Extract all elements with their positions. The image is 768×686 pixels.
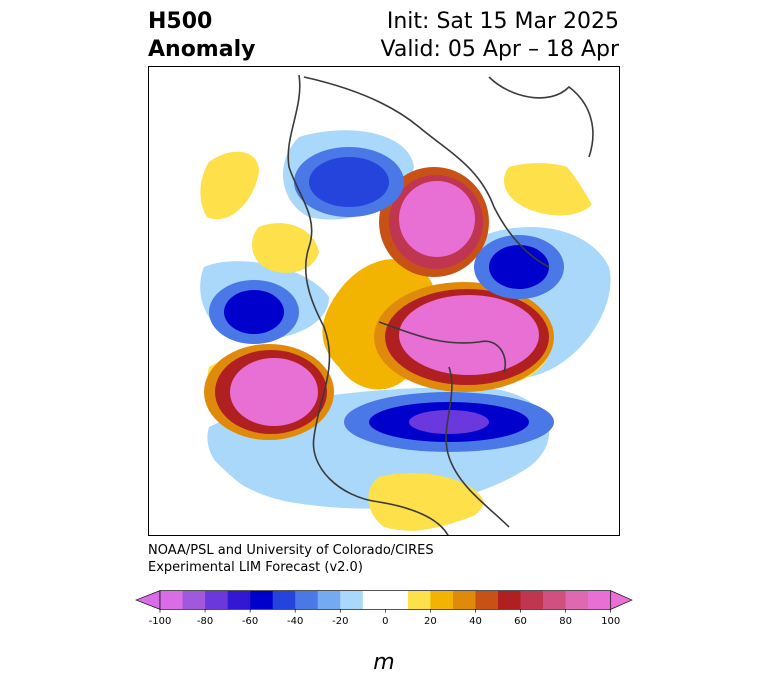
credit-text: NOAA/PSL and University of Colorado/CIRE… (148, 542, 434, 576)
colorbar-tick-label: 100 (601, 616, 620, 627)
positive-field-yellow-nw (200, 151, 259, 220)
colorbar-bin (272, 590, 296, 610)
colorbar-bin (452, 590, 476, 610)
colorbar-extend-high (610, 590, 633, 610)
colorbar-bin (543, 590, 566, 610)
colorbar-bin (317, 590, 341, 610)
trough-west-core (224, 290, 284, 334)
colorbar-border (159, 590, 611, 610)
colorbar-bin (588, 590, 611, 610)
colorbar-tick-label: -20 (332, 616, 348, 627)
trough-top-core (309, 157, 389, 207)
colorbar-extend-low (135, 590, 161, 610)
title-left: H500 Anomaly (148, 8, 255, 64)
colorbar-bin (407, 590, 431, 610)
coastlines (287, 74, 594, 535)
positive-field-yellow-ne (504, 163, 599, 216)
title-type: Anomaly (148, 37, 256, 62)
title-variable: H500 (148, 9, 213, 34)
positive-field-yellow-w (252, 223, 319, 273)
colorbar-bin (385, 590, 409, 610)
trough-east-core (489, 245, 549, 289)
colorbar-bin (475, 590, 499, 610)
colorbar-tick-label: -60 (242, 616, 258, 627)
colorbar-tick-label: 80 (559, 616, 572, 627)
colorbar-bin (362, 590, 386, 610)
colorbar-tick-label: -80 (197, 616, 213, 627)
positive-field-yellow-gulf (368, 473, 484, 531)
colorbar-bin (520, 590, 544, 610)
colorbar-bin (227, 590, 251, 610)
colorbar-bin (160, 590, 183, 610)
colorbar-bin (205, 590, 228, 610)
credit-line-1: NOAA/PSL and University of Colorado/CIRE… (148, 543, 434, 558)
init-date: Init: Sat 15 Mar 2025 (386, 9, 619, 34)
colorbar-bin (295, 590, 319, 610)
colorbar-unit: m (373, 650, 395, 675)
colorbar-bin (182, 590, 206, 610)
map-svg (200, 74, 611, 535)
colorbar-tick-label: 0 (382, 616, 388, 627)
colorbar-tick-label: 20 (424, 616, 437, 627)
colorbar-tick-label: 60 (514, 616, 527, 627)
colorbar-bin (498, 590, 521, 610)
ridge-atlantic-core (399, 295, 539, 375)
colorbar-tick-label: -100 (149, 616, 172, 627)
colorbar-bin (430, 590, 454, 610)
colorbar-tick-label: 40 (469, 616, 482, 627)
colorbar-bin (565, 590, 589, 610)
title-right: Init: Sat 15 Mar 2025 Valid: 05 Apr – 18… (381, 8, 620, 64)
credit-line-2: Experimental LIM Forecast (v2.0) (148, 560, 363, 575)
colorbar: -100 -80 -60 -40 -20 0 20 40 60 80 100 (135, 590, 633, 627)
ridge-pacific-core (230, 358, 318, 426)
colorbar-bin (250, 590, 273, 610)
trough-na-peak (409, 410, 489, 434)
colorbar-tick-label: -40 (287, 616, 303, 627)
valid-range: Valid: 05 Apr – 18 Apr (380, 37, 620, 62)
colorbar-bin (340, 590, 364, 610)
anomaly-map (148, 66, 620, 536)
ridge-siberia-core (399, 181, 475, 257)
